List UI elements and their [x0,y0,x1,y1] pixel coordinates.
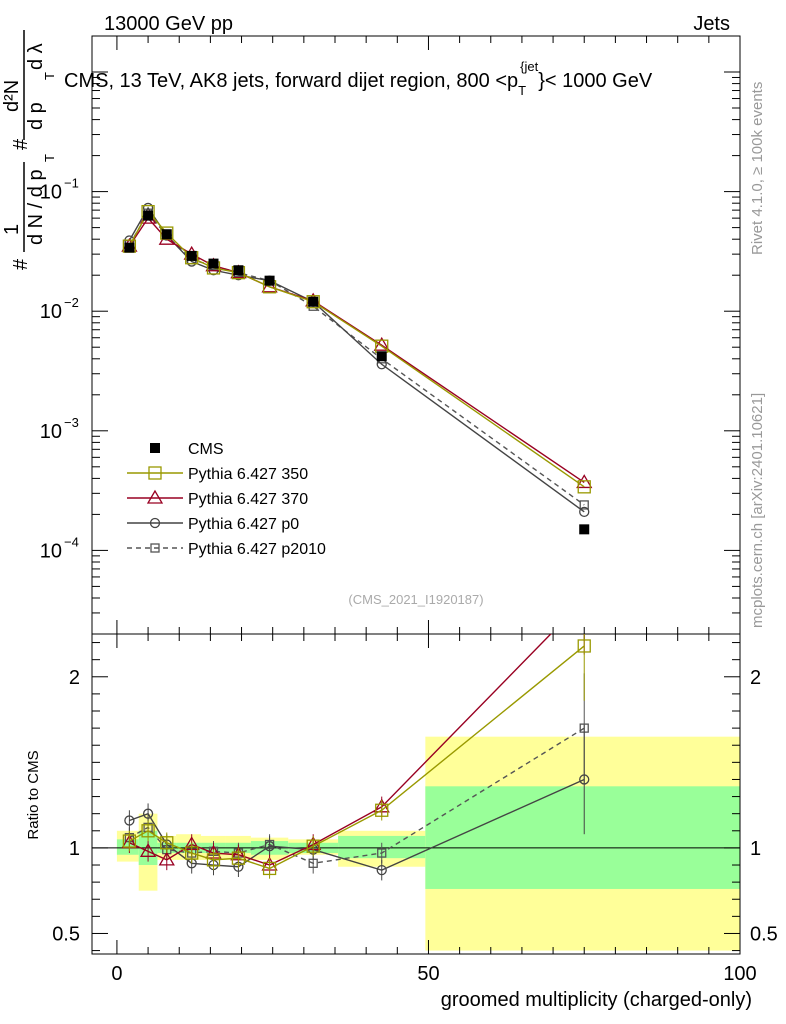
legend-marker-p370 [146,489,164,504]
ratio-line-p350 [129,645,585,870]
rivet-label: Rivet 4.1.0, ≥ 100k events [749,82,766,255]
ratio-ytick-label: 0.5 [52,923,80,945]
ratio-bands [92,736,740,951]
legend-marker-p2010 [150,543,160,553]
ratio-line-p370 [129,634,552,866]
ratio-point-p350 [577,639,591,653]
ratio-point-p350 [206,853,221,867]
y-tick-exponent: −4 [64,534,79,549]
ylabel-dl: d λ [25,43,47,70]
main-point-cms [124,242,135,253]
legend-label-p350: Pythia 6.427 350 [188,466,308,483]
ratio-point-p350 [375,803,389,817]
ylabel-dn: d N / d p [25,169,47,245]
ratio-point-p350 [160,836,174,850]
ratio-ytick-label-right: 1 [750,838,761,860]
main-point-cms [579,524,590,535]
ratio-ylabel: Ratio to CMS [25,750,42,839]
ratio-point-p350 [231,851,246,865]
y-tick-exponent: −1 [64,176,79,191]
main-ylabel: # 1 d N / d p T # d²N d p T d λ [1,30,57,270]
legend: CMS Pythia 6.427 350 Pythia 6.427 370 Pythi… [127,441,326,558]
ratio-series [121,593,591,881]
y-tick-label: 10 [40,301,62,323]
main-point-p350 [577,480,591,494]
ylabel-t1: T [42,154,57,162]
ratio-point-p370 [577,593,591,605]
ylabel-one: 1 [1,224,23,235]
legend-marker-cms [150,443,160,453]
main-line-p350 [128,210,585,488]
header-right: Jets [693,13,730,35]
ratio-point-p0 [124,815,135,826]
y-tick-label: 10 [40,421,62,443]
main-point-cms [233,265,244,276]
ratio-point-p370 [139,843,157,857]
main-point-cms [208,258,219,269]
ratio-point-p350 [306,839,320,853]
main-title: CMS, 13 TeV, AK8 jets, forward dijet reg… [64,59,653,98]
ratio-point-p350 [185,846,199,860]
ratio-point-p350 [262,861,277,876]
ylabel-den: d p [25,102,47,130]
main-point-p0 [579,506,590,518]
series-layer [121,202,593,881]
main-point-cms [376,351,387,362]
main-point-p2010 [579,500,589,510]
ratio-point-p350 [141,824,155,838]
mcplots-label: mcplots.cern.ch [arXiv:2401.10621] [749,393,766,628]
main-point-cms [308,296,319,307]
ratio-point-p0 [376,864,387,876]
ylabel-t2: T [42,72,57,80]
x-tick-label: 0 [111,963,122,985]
title-pre: CMS, 13 TeV, AK8 jets, forward dijet reg… [64,70,518,92]
plot-frames [91,35,741,955]
main-point-p350 [306,295,320,309]
title-sup: {jet [520,59,538,74]
ratio-ytick-label-right: 2 [750,667,761,689]
y-tick-exponent: −3 [64,415,79,430]
ratio-point-p0 [579,774,590,785]
legend-marker-p0 [149,517,161,529]
legend-marker-p350 [148,466,162,480]
main-line-p370 [128,216,585,484]
legend-label-p370: Pythia 6.427 370 [188,491,308,508]
y-tick-exponent: −2 [64,295,79,310]
main-point-cms [264,275,275,286]
header-left: 13000 GeV pp [104,13,233,35]
x-tick-label: 100 [723,963,756,985]
main-point-cms [161,229,172,240]
ratio-xlabel: groomed multiplicity (charged-only) [441,989,752,1011]
y-tick-label: 10 [40,540,62,562]
ratio-frame [91,633,741,955]
title-post: }< 1000 GeV [538,70,653,92]
ratio-point-p0 [264,841,275,852]
title-sub: T [518,83,526,98]
ylabel-hash: # [10,258,32,270]
ratio-line-p0 [129,778,585,871]
ratio-point-p0 [142,808,154,819]
ratio-line-p2010 [129,727,585,865]
ratio-ytick-label: 1 [69,838,80,860]
ratio-point-p350 [122,834,137,848]
band-inner-bin [425,786,740,889]
ylabel-hash2: # [10,138,32,150]
ratio-ytick-label-right: 0.5 [750,923,778,945]
analysis-annotation: (CMS_2021_I1920187) [348,592,483,607]
main-point-cms [143,210,154,221]
ratio-ytick-label: 2 [69,667,80,689]
legend-label-p2010: Pythia 6.427 p2010 [188,541,326,558]
y-tick-label: 10 [40,182,62,204]
x-tick-label: 50 [417,963,439,985]
ratio-point-p370 [158,851,175,866]
ratio-point-p2010 [377,848,387,858]
ylabel-d2n: d²N [1,80,23,112]
legend-label-cms: CMS [188,441,224,458]
main-point-cms [186,250,197,261]
legend-label-p0: Pythia 6.427 p0 [188,516,299,533]
